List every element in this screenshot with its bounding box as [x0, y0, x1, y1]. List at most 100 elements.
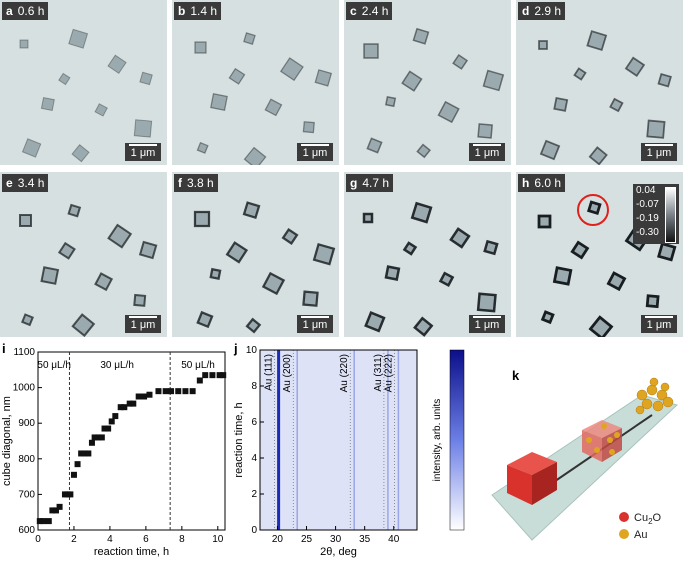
- diffraction-peak: [277, 350, 281, 530]
- tile-c: c 2.4 h 1 μm: [344, 0, 511, 165]
- scale-bar: 1 μm: [297, 143, 333, 161]
- data-point: [146, 391, 153, 398]
- data-point: [112, 413, 119, 420]
- data-point: [108, 418, 115, 425]
- peak-label: Au (111): [264, 354, 275, 391]
- data-point: [98, 434, 105, 441]
- data-point: [67, 491, 74, 498]
- scale-bar: 1 μm: [641, 315, 677, 333]
- data-point: [70, 471, 77, 478]
- tile-label-e: e 3.4 h: [2, 174, 49, 192]
- colorbar-tick: -0.30: [636, 227, 659, 238]
- x-tick-label: 0: [35, 534, 41, 545]
- tile-label-c: c 2.4 h: [346, 2, 393, 20]
- tile-a: a 0.6 h 1 μm: [0, 0, 167, 165]
- scale-bar: 1 μm: [469, 315, 505, 333]
- data-point: [126, 400, 133, 407]
- y-tick-label: 800: [18, 454, 35, 465]
- data-point: [155, 388, 162, 395]
- flow-rate-annotation: 30 μL/h: [100, 360, 134, 371]
- peak-label: Au (311): [373, 354, 384, 392]
- peak-label: Au (220): [339, 354, 350, 392]
- tile-label-a: a 0.6 h: [2, 2, 49, 20]
- y-tick-label: 1100: [13, 347, 35, 358]
- data-point: [49, 507, 56, 514]
- data-point: [121, 404, 128, 411]
- scale-bar: 1 μm: [125, 315, 161, 333]
- x-axis-label: 2θ, deg: [320, 546, 357, 558]
- scale-bar: 1 μm: [125, 143, 161, 161]
- x-tick-label: 6: [143, 534, 149, 545]
- data-point: [162, 388, 169, 395]
- y-tick-label: 700: [18, 489, 35, 500]
- tile-b: b 1.4 h 1 μm: [172, 0, 339, 165]
- data-point: [130, 400, 137, 407]
- panel-label-i: i: [2, 341, 6, 356]
- y-tick-label: 2: [251, 489, 257, 500]
- x-tick-label: 40: [388, 534, 400, 545]
- data-point: [209, 372, 216, 379]
- colorbar-h: 0.04 -0.07 -0.19 -0.30: [633, 184, 679, 244]
- tile-g: g 4.7 h 1 μm: [344, 172, 511, 337]
- heatmap-background: [260, 350, 417, 530]
- colorbar-label: intensity, arb. units: [432, 399, 443, 482]
- scale-bar: 1 μm: [469, 143, 505, 161]
- data-point: [141, 393, 148, 400]
- tile-label-h: h 6.0 h: [518, 174, 566, 192]
- diffraction-peak: [296, 350, 298, 530]
- scale-bar: 1 μm: [297, 315, 333, 333]
- y-axis-label: cube diagonal, nm: [1, 396, 13, 486]
- peak-label: Au (200): [282, 354, 293, 392]
- diffraction-peak: [397, 350, 400, 530]
- chart-i-frame: [37, 351, 226, 531]
- data-point: [189, 388, 196, 395]
- data-point: [56, 503, 63, 510]
- data-point: [91, 434, 98, 441]
- legend-marker-cu2o: [619, 512, 629, 522]
- x-axis-label: reaction time, h: [94, 546, 169, 558]
- data-point: [36, 518, 43, 525]
- tile-h: h 6.0 h 1 μm 0.04 -0.07 -0.19 -0.30: [516, 172, 683, 337]
- colorbar-tick: -0.07: [636, 199, 659, 210]
- x-tick-label: 10: [212, 534, 224, 545]
- data-point: [182, 388, 189, 395]
- flow-rate-annotation: 50 μL/h: [181, 360, 215, 371]
- panel-label-k: k: [512, 368, 520, 383]
- data-point: [74, 461, 81, 468]
- y-tick-label: 900: [18, 418, 35, 429]
- chart-j: Au (111) Au (200) Au (220) Au (311) Au (222)…: [233, 345, 465, 558]
- data-point: [101, 425, 108, 432]
- panel-k-schematic: k Cu2O Au: [491, 368, 678, 541]
- data-point: [88, 439, 95, 446]
- data-point: [175, 388, 182, 395]
- y-tick-label: 6: [251, 417, 257, 428]
- data-point: [220, 372, 227, 379]
- data-point: [52, 507, 59, 514]
- flow-rate-annotation: 50 μL/h: [37, 360, 71, 371]
- scale-bar: 1 μm: [641, 143, 677, 161]
- hollow-cube-au: [582, 420, 622, 462]
- tile-label-b: b 1.4 h: [174, 2, 222, 20]
- y-tick-label: 0: [251, 525, 257, 536]
- y-tick-label: 8: [251, 381, 257, 392]
- data-point: [105, 425, 112, 432]
- data-point: [95, 434, 102, 441]
- chart-j-frame: [259, 349, 418, 531]
- diffraction-peak: [353, 350, 355, 530]
- tile-label-d: d 2.9 h: [518, 2, 566, 20]
- colorbar-tick: -0.19: [636, 213, 659, 224]
- data-point: [78, 450, 85, 457]
- x-tick-label: 35: [359, 534, 371, 545]
- colorbar-tick: 0.04: [636, 185, 656, 196]
- tile-label-f: f 3.8 h: [174, 174, 218, 192]
- data-point: [135, 393, 142, 400]
- y-tick-label: 10: [246, 345, 258, 356]
- diffraction-peak: [387, 350, 389, 530]
- data-point: [40, 518, 47, 525]
- y-tick-label: 4: [251, 453, 257, 464]
- data-point: [45, 518, 52, 525]
- data-point: [202, 372, 209, 379]
- panel-label-j: j: [234, 341, 238, 356]
